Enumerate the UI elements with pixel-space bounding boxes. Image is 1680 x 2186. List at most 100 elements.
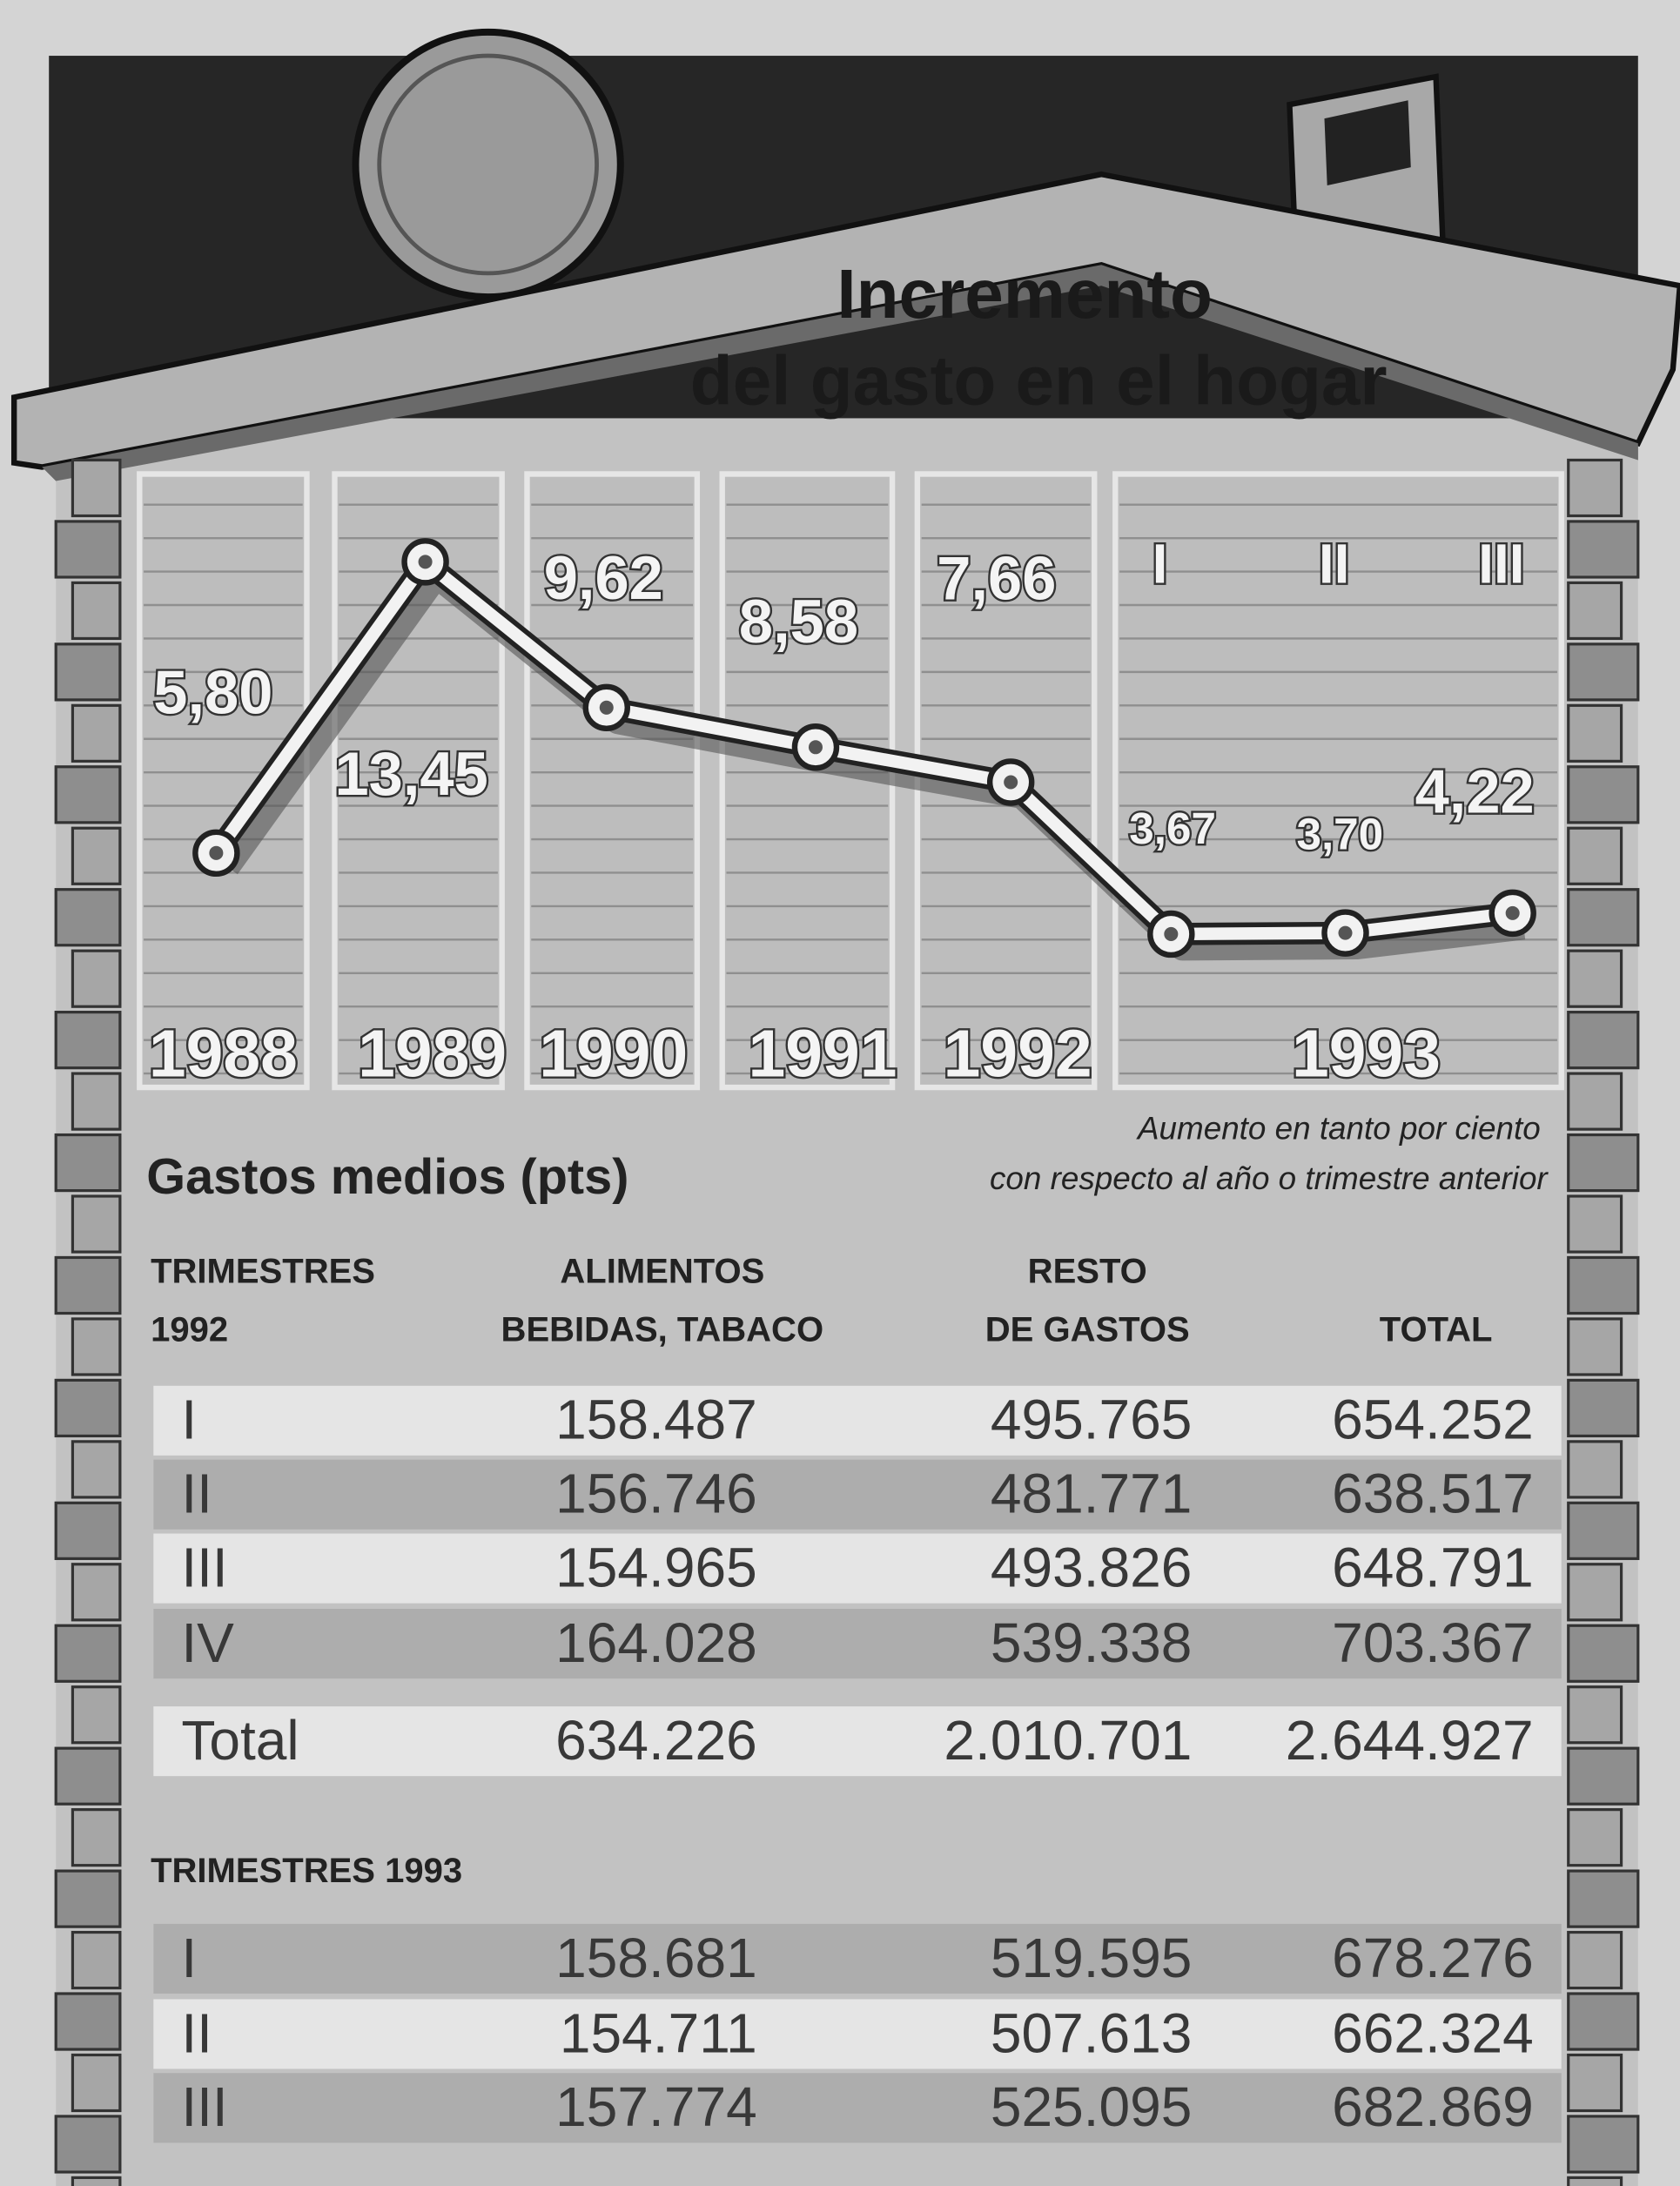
brick xyxy=(56,1503,120,1558)
value-label: 13,45 xyxy=(334,739,487,808)
page: {"chart_data": {"type": "line", "title":… xyxy=(0,0,1680,2186)
brick xyxy=(56,767,120,823)
brick xyxy=(1569,1380,1638,1436)
brick xyxy=(1569,1625,1638,1681)
column-header: RESTO xyxy=(1028,1252,1147,1290)
table-cell: 678.276 xyxy=(1332,1927,1534,1989)
point-center xyxy=(419,555,433,568)
table-cell: 481.771 xyxy=(991,1463,1193,1525)
table-cell: Total xyxy=(181,1709,299,1772)
brick xyxy=(1569,1135,1638,1191)
value-label: 3,67 xyxy=(1129,804,1216,853)
brick xyxy=(72,2055,119,2110)
brick xyxy=(56,1257,120,1313)
brick xyxy=(56,1871,120,1927)
brick xyxy=(1569,1994,1638,2049)
brick xyxy=(1569,460,1622,515)
coin xyxy=(356,32,621,297)
brick xyxy=(56,1135,120,1191)
table-cell: 157.774 xyxy=(555,2075,757,2138)
table-cell: III xyxy=(181,2075,227,2138)
brick xyxy=(72,828,119,884)
brick xyxy=(1569,1871,1638,1927)
table-cell: 158.681 xyxy=(555,1927,757,1989)
brick xyxy=(1569,1810,1622,1866)
brick xyxy=(72,1073,119,1129)
value-label: 9,62 xyxy=(544,543,663,612)
point-center xyxy=(1339,926,1353,940)
table-cell: 495.765 xyxy=(991,1389,1193,1451)
brick xyxy=(1569,1012,1638,1068)
brick xyxy=(56,644,120,700)
brick xyxy=(1569,644,1638,700)
brick xyxy=(72,582,119,638)
value-label: 8,58 xyxy=(739,587,858,656)
table-cell: 154.711 xyxy=(560,2001,757,2064)
quarter-label: I xyxy=(1152,532,1168,595)
table-cell: 164.028 xyxy=(555,1611,757,1674)
brick xyxy=(1569,1257,1638,1313)
brick xyxy=(1569,1442,1622,1497)
column-header: DE GASTOS xyxy=(985,1311,1190,1349)
year-label: 1989 xyxy=(358,1016,507,1091)
brick xyxy=(1569,1933,1622,1988)
brick xyxy=(1569,767,1638,823)
brick xyxy=(1569,828,1622,884)
infographic: Incremento del gasto en el hogar 5,8013,… xyxy=(0,0,1680,2186)
brick xyxy=(1569,1196,1622,1252)
point-center xyxy=(1506,906,1520,920)
table-cell: 638.517 xyxy=(1332,1463,1534,1525)
brick xyxy=(56,1748,120,1804)
brick xyxy=(56,1012,120,1068)
brick xyxy=(72,1564,119,1620)
table-cell: 525.095 xyxy=(991,2075,1193,2138)
table-cell: 493.826 xyxy=(991,1536,1193,1598)
chart-title: del gasto en el hogar xyxy=(690,341,1388,419)
brick xyxy=(56,2116,120,2172)
brick xyxy=(1569,951,1622,1006)
brick xyxy=(1569,1687,1622,1743)
table-cell: 703.367 xyxy=(1332,1611,1534,1674)
brick xyxy=(72,1687,119,1743)
point-center xyxy=(600,701,614,715)
quarter-label: III xyxy=(1478,532,1524,595)
quarter-label: II xyxy=(1319,532,1350,595)
column-header: BEBIDAS, TABACO xyxy=(501,1311,824,1349)
value-label: 5,80 xyxy=(153,658,272,727)
table-cell: II xyxy=(181,2001,212,2064)
table-cell: 519.595 xyxy=(991,1927,1193,1989)
brick xyxy=(72,1319,119,1375)
table-cell: 634.226 xyxy=(555,1709,757,1772)
table-cell: III xyxy=(181,1536,227,1598)
point-center xyxy=(209,846,223,860)
brick xyxy=(1569,2177,1622,2186)
table-cell: 158.487 xyxy=(555,1389,757,1451)
table-title: Gastos medios (pts) xyxy=(146,1149,628,1205)
brick xyxy=(1569,1319,1622,1375)
chart-subtitle: Aumento en tanto por ciento xyxy=(1136,1110,1541,1146)
brick xyxy=(1569,890,1638,945)
brick xyxy=(72,460,119,515)
brick xyxy=(56,1994,120,2049)
value-label: 7,66 xyxy=(937,544,1056,613)
brick xyxy=(1569,521,1638,577)
brick xyxy=(56,521,120,577)
brick xyxy=(1569,705,1622,761)
point-center xyxy=(1164,927,1178,941)
brick xyxy=(1569,1564,1622,1620)
chart-subtitle: con respecto al año o trimestre anterior xyxy=(990,1160,1549,1196)
brick xyxy=(72,1810,119,1866)
value-label: 4,22 xyxy=(1415,757,1535,826)
brick xyxy=(1569,582,1622,638)
brick xyxy=(1569,1073,1622,1129)
value-label: 3,70 xyxy=(1296,810,1383,859)
column-header: TRIMESTRES xyxy=(151,1252,375,1290)
table-cell: I xyxy=(181,1389,197,1451)
table-cell: II xyxy=(181,1463,212,1525)
brick xyxy=(72,1196,119,1252)
brick xyxy=(72,2177,119,2186)
brick xyxy=(56,1380,120,1436)
brick xyxy=(1569,2055,1622,2110)
brick xyxy=(72,705,119,761)
table-cell: 648.791 xyxy=(1332,1536,1534,1598)
